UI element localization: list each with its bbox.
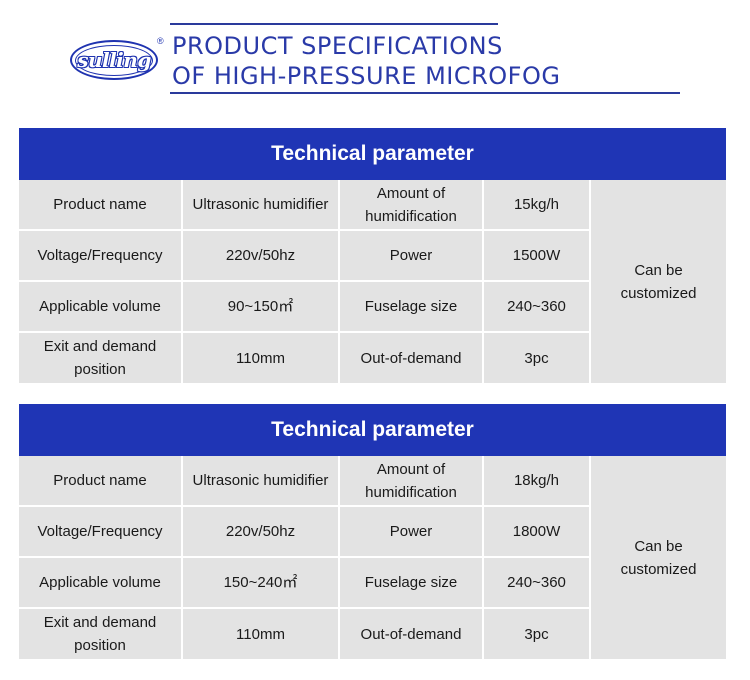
page-title: PRODUCT SPECIFICATIONS OF HIGH-PRESSURE … [172,31,560,91]
param-value: 90~150㎡ [183,282,338,331]
table-heading: Technical parameter [19,404,726,456]
param-value: 15kg/h [484,180,589,229]
param-value: 1500W [484,231,589,280]
param-value: 3pc [484,609,589,659]
param-label: Applicable volume [19,558,181,607]
spec-table-2: Technical parameter Product name Ultraso… [19,404,726,659]
spec-grid: Product name Ultrasonic humidifier Amoun… [19,180,726,383]
title-line-2: OF HIGH-PRESSURE MICROFOG [172,62,561,90]
registered-mark: ® [157,36,164,46]
param-value: 18kg/h [484,456,589,505]
table-heading: Technical parameter [19,128,726,180]
customization-note: Can be customized [591,456,726,659]
param-label: Exit and demand position [19,333,181,383]
param-label: Exit and demand position [19,609,181,659]
param-label: Amount of humidification [340,180,482,229]
param-value: 3pc [484,333,589,383]
param-label: Product name [19,456,181,505]
param-label: Amount of humidification [340,456,482,505]
param-label: Out-of-demand [340,609,482,659]
param-value: Ultrasonic humidifier [183,456,338,505]
param-label: Voltage/Frequency [19,231,181,280]
param-value: 220v/50hz [183,507,338,556]
param-label: Voltage/Frequency [19,507,181,556]
spec-table-1: Technical parameter Product name Ultraso… [19,128,726,383]
title-rule-bottom [170,92,680,94]
param-label-text: Exit and demand position [43,338,157,378]
param-label: Out-of-demand [340,333,482,383]
customization-note-text: Can be customized [620,261,697,302]
param-value: 240~360 [484,558,589,607]
title-line-1: PRODUCT SPECIFICATIONS [172,32,503,60]
logo-wordmark: sulling [75,44,153,76]
param-label-text: Exit and demand position [43,614,157,654]
page-header: sulling ® PRODUCT SPECIFICATIONS OF HIGH… [0,0,750,100]
param-label: Power [340,231,482,280]
param-value: 110mm [183,333,338,383]
param-value: 110mm [183,609,338,659]
param-label: Power [340,507,482,556]
param-label: Fuselage size [340,558,482,607]
param-label: Applicable volume [19,282,181,331]
param-value: 150~240㎡ [183,558,338,607]
param-value: 240~360 [484,282,589,331]
customization-note-text: Can be customized [620,537,697,578]
param-label: Product name [19,180,181,229]
param-value: 1800W [484,507,589,556]
title-rule-top [170,23,498,25]
param-label: Fuselage size [340,282,482,331]
spec-grid: Product name Ultrasonic humidifier Amoun… [19,456,726,659]
param-value: Ultrasonic humidifier [183,180,338,229]
customization-note: Can be customized [591,180,726,383]
param-value: 220v/50hz [183,231,338,280]
brand-logo: sulling [70,40,158,80]
